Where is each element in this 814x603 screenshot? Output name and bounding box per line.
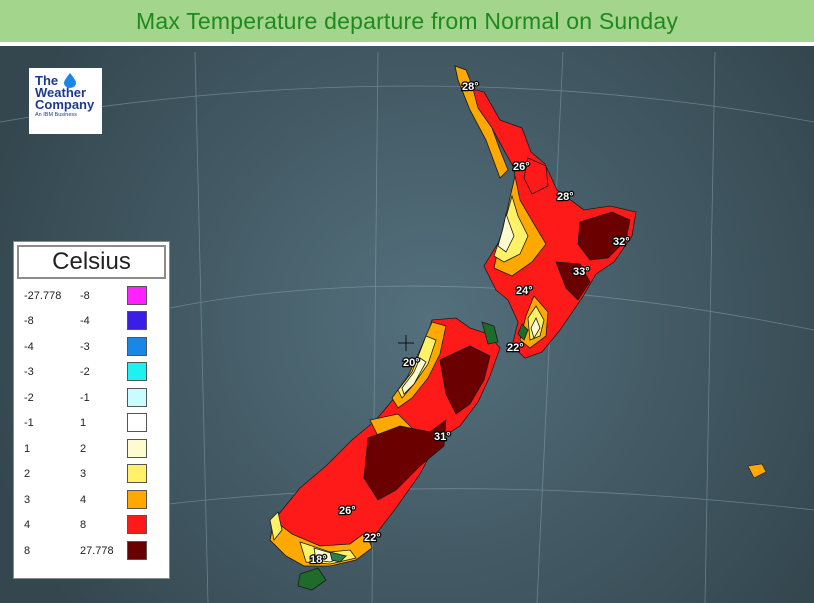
legend-min: -1: [24, 417, 34, 429]
weather-company-logo: The Weather Company An IBM Business: [29, 68, 102, 134]
temp-label: 28°: [557, 191, 574, 203]
crosshair-icon[interactable]: [398, 335, 414, 351]
legend-max: -1: [80, 392, 90, 404]
legend-max: -4: [80, 315, 90, 327]
legend-swatch: [127, 515, 147, 534]
temp-label: 24°: [516, 285, 533, 297]
temp-label: 26°: [339, 505, 356, 517]
legend-row: -1 1: [14, 412, 171, 437]
temp-label: 28°: [462, 81, 479, 93]
logo-subtitle: An IBM Business: [35, 112, 77, 118]
legend-max: 3: [80, 468, 87, 480]
temperature-labels: 28° 26° 28° 32° 33° 24° 22° 20° 31° 26° …: [309, 80, 631, 567]
legend-max: 4: [80, 494, 87, 506]
legend-row: 8 27.778: [14, 540, 171, 565]
logo-line-2: Weather: [35, 85, 87, 100]
legend-min: -3: [24, 366, 34, 378]
legend-max: 2: [80, 443, 87, 455]
temp-label: 26°: [513, 161, 530, 173]
legend-max: 1: [80, 417, 87, 429]
legend-swatch: [127, 541, 147, 560]
legend-row: -4 -3: [14, 336, 171, 361]
legend-swatch: [127, 362, 147, 381]
temp-label: 22°: [364, 532, 381, 544]
legend-min: 4: [24, 519, 31, 531]
legend-swatch: [127, 413, 147, 432]
legend-swatch: [127, 464, 147, 483]
temp-label: 18°: [310, 554, 327, 566]
legend-min: 2: [24, 468, 31, 480]
legend-swatch: [127, 439, 147, 458]
legend-max: -2: [80, 366, 90, 378]
logo-line-1: The: [35, 73, 59, 88]
legend-min: -2: [24, 392, 34, 404]
logo-line-3: Company: [35, 97, 95, 112]
legend-swatch: [127, 490, 147, 509]
legend-row: -2 -1: [14, 387, 171, 412]
legend-header: Celsius: [17, 245, 166, 279]
legend-swatch: [127, 311, 147, 330]
legend-min: -4: [24, 341, 34, 353]
legend-min: -8: [24, 315, 34, 327]
title-bar: Max Temperature departure from Normal on…: [0, 0, 814, 46]
temp-label: 31°: [434, 431, 451, 443]
map-title: Max Temperature departure from Normal on…: [135, 7, 679, 34]
legend-max: 27.778: [80, 545, 114, 557]
legend-swatch: [127, 388, 147, 407]
south-island: [269, 317, 501, 591]
legend-row: 2 3: [14, 463, 171, 488]
north-island: [454, 65, 637, 359]
legend-row: 1 2: [14, 438, 171, 463]
legend-min: 8: [24, 545, 31, 557]
temp-label: 33°: [573, 266, 590, 278]
legend-row: -8 -4: [14, 310, 171, 335]
legend-swatch: [127, 337, 147, 356]
legend-title: Celsius: [52, 248, 131, 275]
legend-min: -27.778: [24, 290, 62, 302]
legend: Celsius -27.778 -8 -8 -4 -4 -3 -3 -2 -2 …: [13, 241, 170, 579]
legend-min: 1: [24, 443, 31, 455]
legend-max: -3: [80, 341, 90, 353]
temp-label: 22°: [507, 342, 524, 354]
chatham-islands: [747, 463, 767, 479]
legend-swatch: [127, 286, 147, 305]
temp-label: 32°: [613, 236, 630, 248]
legend-row: 4 8: [14, 514, 171, 539]
legend-min: 3: [24, 494, 31, 506]
temp-label: 20°: [403, 357, 420, 369]
legend-row: -27.778 -8: [14, 285, 171, 310]
legend-row: -3 -2: [14, 361, 171, 386]
legend-max: 8: [80, 519, 87, 531]
legend-max: -8: [80, 290, 90, 302]
legend-row: 3 4: [14, 489, 171, 514]
water-drop-icon: [64, 73, 76, 88]
